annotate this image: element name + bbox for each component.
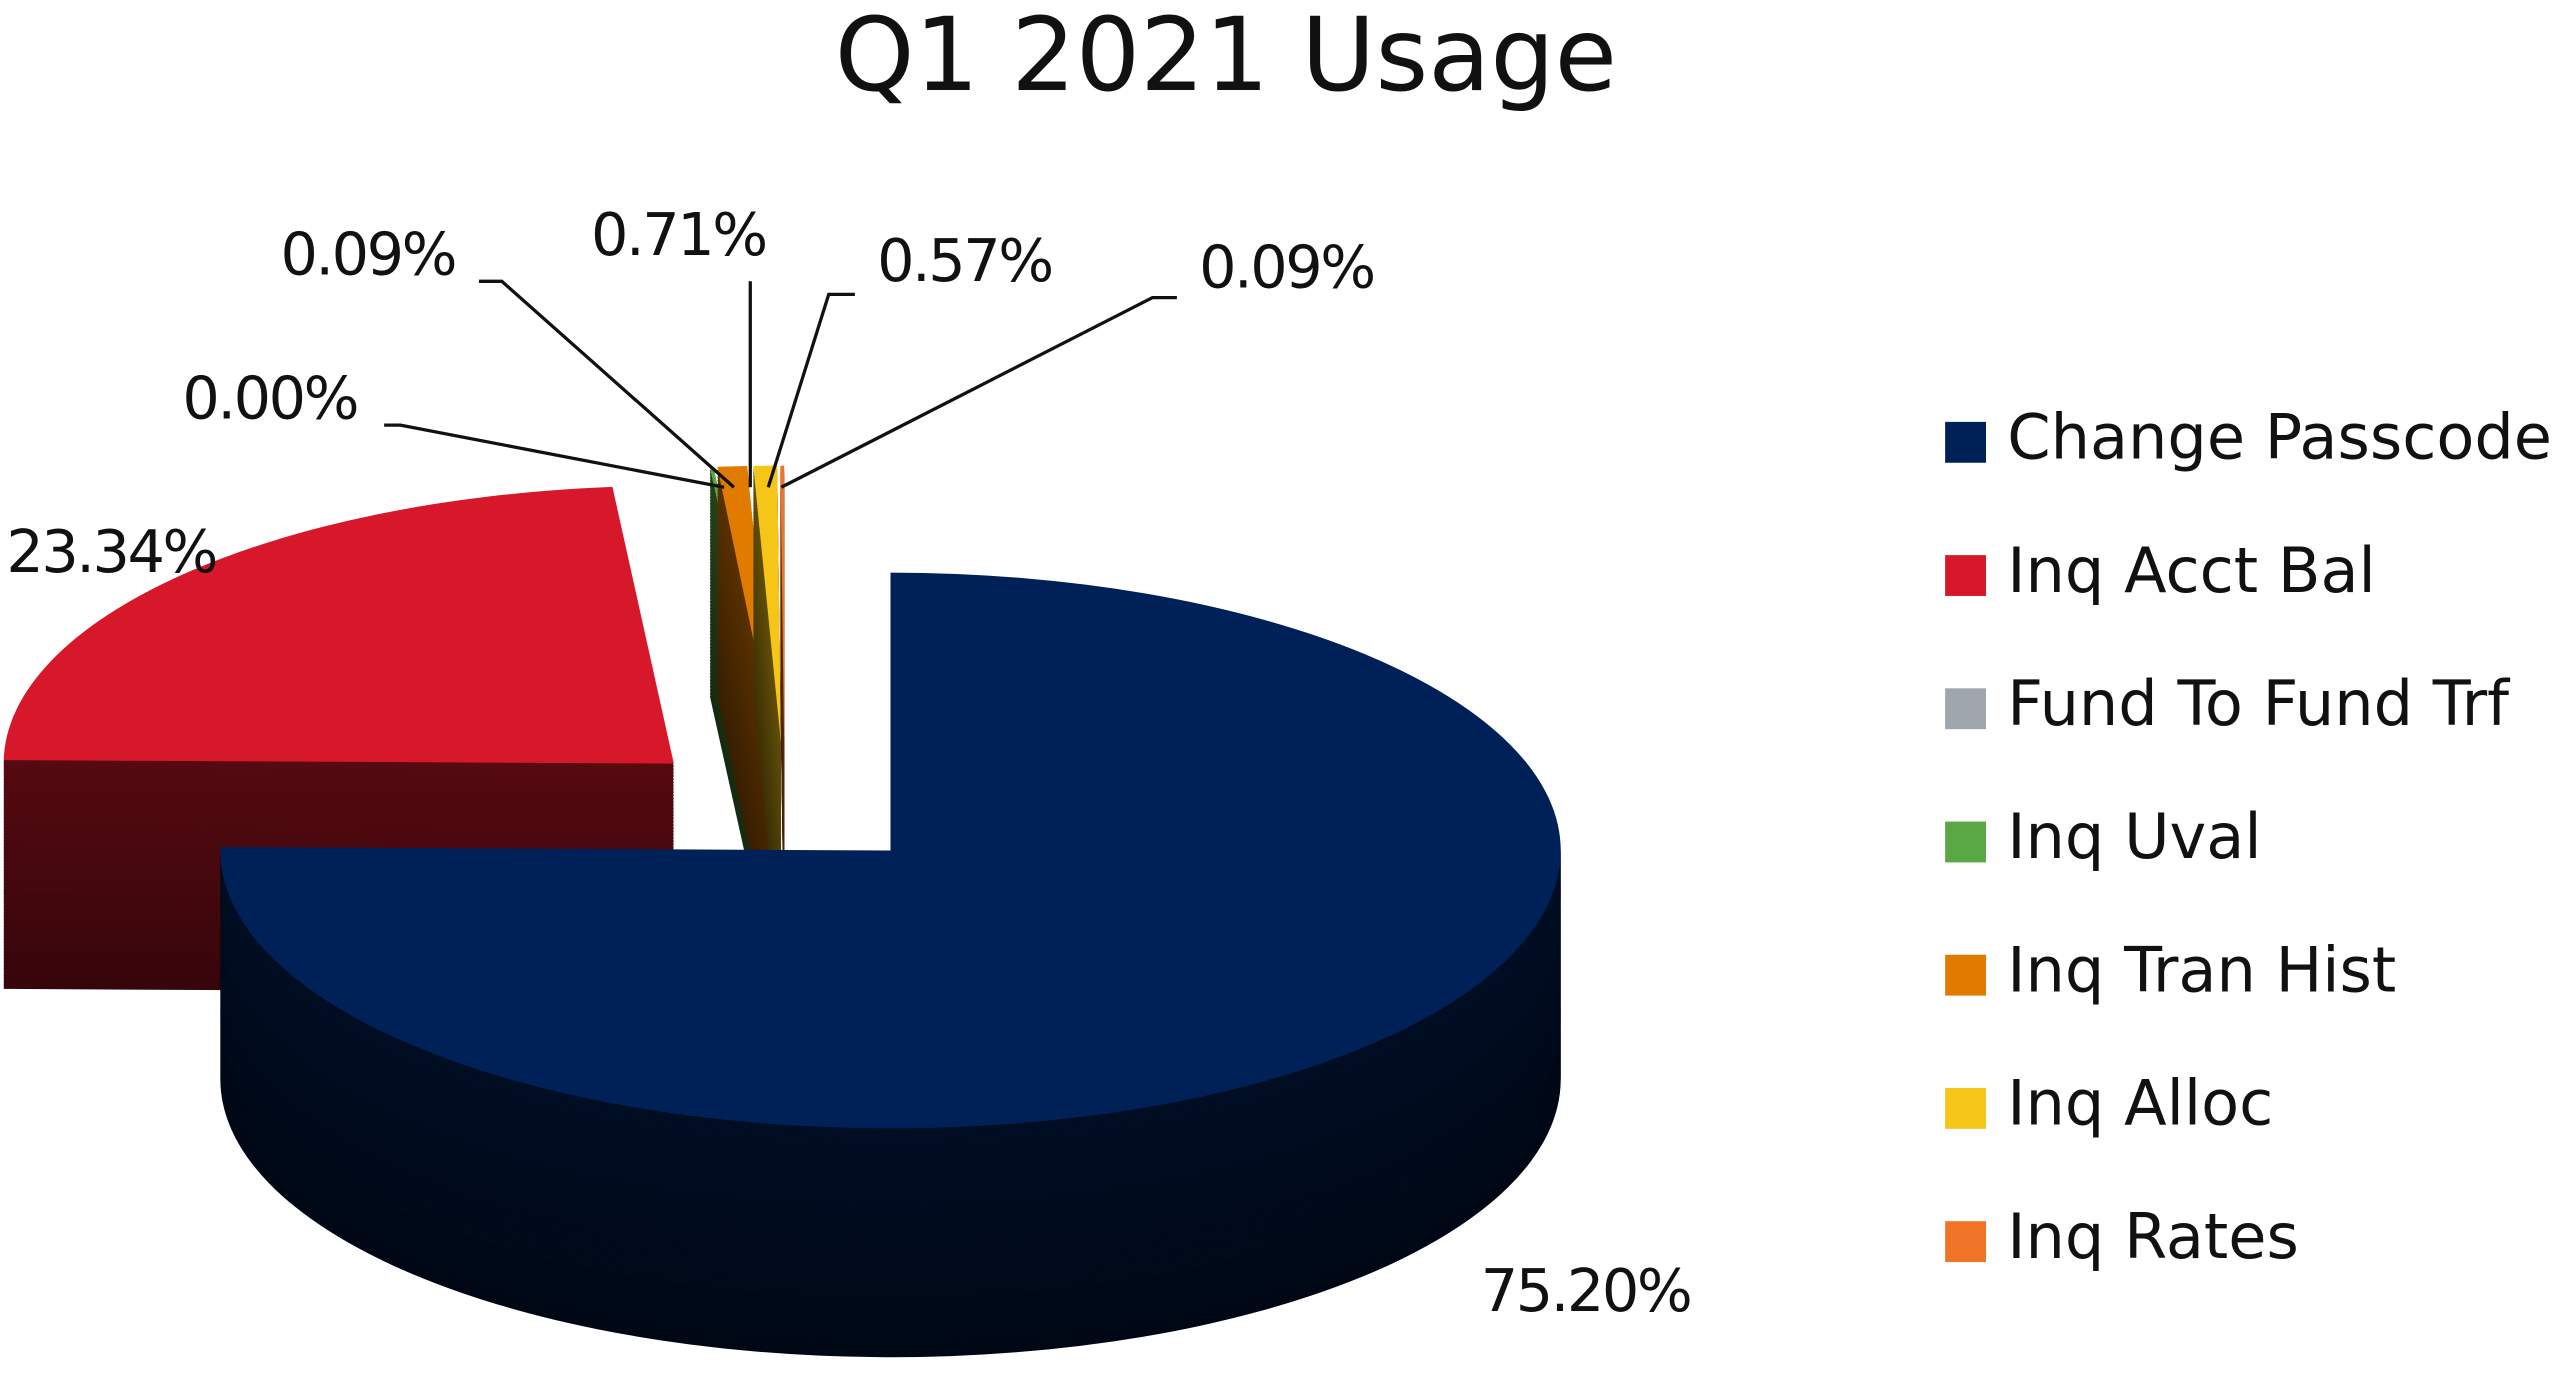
legend-label: Inq Rates [2007,1200,2299,1273]
slice-side-layer [717,609,775,888]
legend-label: Fund To Fund Trf [2007,667,2511,740]
legend-swatch [1945,1221,1986,1263]
slice-side-layer [717,613,775,891]
data-label: 0.09% [1199,233,1374,302]
legend-swatch [1945,688,1986,730]
slice-side-layer [717,586,775,865]
slice-side-layer [717,606,775,885]
slice-side-layer [717,560,775,839]
data-label: 75.20% [1481,1256,1691,1325]
leader-line [766,292,855,488]
slice-side-layer [717,626,775,904]
slice-side-layer [717,619,775,898]
legend-swatch [1945,555,1986,596]
legend: Change Passcode Inq Acct Bal Fund To Fund … [1945,401,2552,1273]
data-label: 23.34% [6,517,216,586]
slice-side-layer [717,635,775,914]
data-label: 0.71% [591,200,766,269]
legend-swatch [1945,821,1986,863]
data-label: 0.57% [877,226,1052,295]
chart-title: Q1 2021 Usage [835,0,1617,114]
slice-side-layer [717,622,775,901]
slice-side-layer [717,564,775,842]
legend-label: Inq Alloc [2007,1067,2273,1140]
legend-swatch [1945,954,1986,996]
slice-side-layer [717,600,775,878]
slice [220,572,1561,1129]
legend-label: Change Passcode [2007,401,2552,474]
leader-line [780,296,1177,489]
legend-label: Inq Uval [2007,800,2261,873]
slice-side-layer [717,616,775,894]
slice-side-layer [717,632,775,911]
slice-side-layer [717,573,775,852]
slice-side-layer [717,583,775,862]
slice-side-layer [717,577,775,855]
pie [3,465,1561,1358]
leader-line [478,279,736,489]
slice-side-layer [717,590,775,868]
slice-side-layer [717,629,775,908]
legend-swatch [1945,1087,1986,1129]
slice [753,465,782,744]
slice-side-layer [717,603,775,881]
legend-label: Inq Acct Bal [2007,534,2376,607]
legend-swatch [1945,421,1986,463]
data-label: 0.00% [182,363,357,432]
slice-side-layer [717,570,775,849]
leader-line [384,423,725,489]
data-labels: 75.20% 23.34% 0.00% 0.09% 0.71% 0.57% 0.09% [6,200,1692,1325]
slice-side-layer [717,593,775,872]
data-label: 0.09% [280,220,455,289]
legend-label: Inq Tran Hist [2007,933,2396,1006]
slice-side-layer [717,567,775,845]
slice-side-layer [717,596,775,875]
slice [3,486,674,764]
slice-side-layer [717,639,775,917]
slice-side-layer [717,580,775,859]
